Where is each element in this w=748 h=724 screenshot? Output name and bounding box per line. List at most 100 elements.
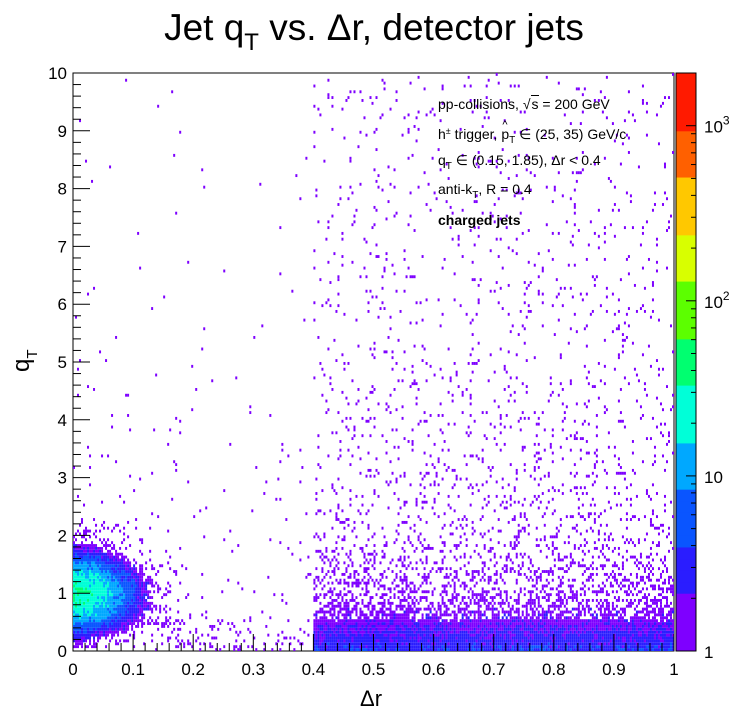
heatmap-cell <box>449 572 452 576</box>
heatmap-cell <box>425 419 428 423</box>
heatmap-cell <box>525 601 528 605</box>
heatmap-cell <box>85 555 88 559</box>
heatmap-cell <box>415 627 418 631</box>
heatmap-cell <box>79 616 82 620</box>
heatmap-cell <box>337 645 340 649</box>
heatmap-cell <box>559 382 562 386</box>
heatmap-cell <box>405 598 408 602</box>
heatmap-cell <box>519 428 522 432</box>
heatmap-cell <box>399 642 402 646</box>
heatmap-cell <box>227 578 230 582</box>
heatmap-cell <box>565 645 568 649</box>
heatmap-cell <box>355 402 358 406</box>
heatmap-cell <box>411 442 414 446</box>
heatmap-cell <box>205 506 208 510</box>
heatmap-cell <box>351 584 354 588</box>
heatmap-cell <box>369 474 372 478</box>
heatmap-cell <box>91 546 94 550</box>
heatmap-cell <box>515 633 518 637</box>
heatmap-cell <box>387 633 390 637</box>
heatmap-cell <box>499 99 502 102</box>
heatmap-cell <box>255 648 258 651</box>
heatmap-cell <box>279 272 282 276</box>
heatmap-cell <box>389 616 392 620</box>
heatmap-cell <box>533 572 536 576</box>
heatmap-cell <box>143 572 146 576</box>
heatmap-cell <box>107 575 110 579</box>
heatmap-cell <box>501 578 504 582</box>
heatmap-cell <box>387 639 390 643</box>
heatmap-cell <box>361 598 364 602</box>
heatmap-cell <box>315 497 318 501</box>
heatmap-cell <box>451 211 454 215</box>
heatmap-cell <box>561 613 564 617</box>
heatmap-cell <box>491 624 494 628</box>
heatmap-cell <box>371 596 374 599</box>
heatmap-cell <box>111 596 114 599</box>
heatmap-cell <box>547 570 550 573</box>
heatmap-cell <box>403 549 406 553</box>
heatmap-cell <box>79 587 82 591</box>
heatmap-cell <box>323 624 326 628</box>
heatmap-cell <box>329 622 332 625</box>
heatmap-cell <box>157 590 160 594</box>
heatmap-cell <box>111 555 114 559</box>
heatmap-cell <box>337 639 340 643</box>
heatmap-cell <box>485 607 488 611</box>
heatmap-cell <box>101 587 104 591</box>
heatmap-cell <box>391 648 394 651</box>
heatmap-cell <box>389 601 392 605</box>
heatmap-cell <box>79 567 82 571</box>
heatmap-cell <box>337 630 340 634</box>
heatmap-cell <box>77 549 80 553</box>
heatmap-cell <box>527 532 530 536</box>
heatmap-cell <box>109 561 112 565</box>
heatmap-cell <box>491 587 494 591</box>
heatmap-cell <box>85 567 88 571</box>
heatmap-cell <box>85 529 88 533</box>
heatmap-cell <box>561 598 564 602</box>
heatmap-cell <box>155 581 158 585</box>
heatmap-cell <box>559 604 562 608</box>
heatmap-cell <box>125 567 128 571</box>
heatmap-cell <box>109 567 112 571</box>
heatmap-cell <box>81 520 84 524</box>
heatmap-cell <box>383 544 386 547</box>
heatmap-cell <box>569 584 572 588</box>
heatmap-cell <box>421 627 424 631</box>
heatmap-cell <box>537 494 540 498</box>
heatmap-cell <box>95 555 98 559</box>
heatmap-cell <box>419 627 422 631</box>
heatmap-cell <box>163 624 166 628</box>
heatmap-cell <box>373 622 376 625</box>
heatmap-cell <box>343 639 346 643</box>
heatmap-cell <box>85 532 88 536</box>
heatmap-cell <box>437 567 440 571</box>
heatmap-cell <box>463 587 466 591</box>
heatmap-cell <box>93 639 96 643</box>
heatmap-cell <box>463 555 466 559</box>
heatmap-cell <box>479 639 482 643</box>
heatmap-cell <box>463 648 466 651</box>
heatmap-cell <box>105 587 108 591</box>
heatmap-cell <box>113 624 116 628</box>
heatmap-cell <box>145 578 148 582</box>
heatmap-cell <box>241 587 244 591</box>
heatmap-cell <box>337 203 340 206</box>
heatmap-cell <box>383 535 386 539</box>
heatmap-cell <box>495 627 498 631</box>
heatmap-cell <box>103 627 106 631</box>
heatmap-cell <box>349 463 352 467</box>
heatmap-cell <box>353 619 356 623</box>
heatmap-cell <box>409 642 412 646</box>
heatmap-cell <box>367 604 370 608</box>
heatmap-cell <box>407 538 410 542</box>
heatmap-cell <box>481 630 484 634</box>
heatmap-cell <box>73 555 75 559</box>
heatmap-cell <box>129 584 132 588</box>
heatmap-cell <box>529 593 532 597</box>
heatmap-cell <box>81 642 84 646</box>
heatmap-cell <box>501 636 504 640</box>
heatmap-cell <box>373 544 376 547</box>
heatmap-cell <box>331 214 334 218</box>
